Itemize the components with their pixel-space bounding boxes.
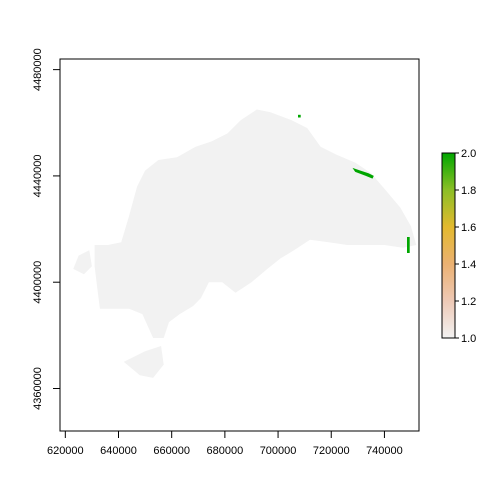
y-axis: 4360000 4400000 4440000 4480000 bbox=[32, 48, 61, 410]
legend-tick-label: 1.6 bbox=[461, 222, 476, 234]
x-tick-label: 700000 bbox=[260, 445, 297, 457]
raster-region-4 bbox=[407, 237, 410, 253]
color-legend: 1.0 1.2 1.4 1.6 1.8 2.0 bbox=[441, 148, 476, 345]
x-tick-label: 720000 bbox=[313, 445, 350, 457]
x-tick-label: 680000 bbox=[207, 445, 244, 457]
x-tick-label: 740000 bbox=[366, 445, 403, 457]
legend-tick-label: 1.2 bbox=[461, 296, 476, 308]
legend-tick-label: 1.8 bbox=[461, 185, 476, 197]
y-tick-label: 4360000 bbox=[32, 367, 44, 410]
legend-tick-label: 1.0 bbox=[461, 333, 476, 345]
x-tick-label: 660000 bbox=[153, 445, 190, 457]
raster-region-1 bbox=[73, 250, 92, 275]
y-tick-label: 4480000 bbox=[32, 48, 44, 91]
legend-color-bar bbox=[441, 152, 456, 339]
x-tick-label: 640000 bbox=[100, 445, 137, 457]
x-tick-label: 620000 bbox=[47, 445, 84, 457]
raster-region-2 bbox=[123, 346, 164, 378]
legend-tick-label: 2.0 bbox=[461, 148, 476, 160]
legend-tick-label: 1.4 bbox=[461, 259, 476, 271]
raster-region-5 bbox=[298, 114, 301, 118]
x-axis: 620000 640000 660000 680000 700000 720000 7400… bbox=[47, 430, 403, 457]
raster-region-3 bbox=[352, 167, 374, 179]
y-tick-label: 4400000 bbox=[32, 261, 44, 304]
y-tick-label: 4440000 bbox=[32, 155, 44, 198]
raster-region-0 bbox=[94, 109, 417, 338]
raster-layer bbox=[73, 109, 417, 378]
